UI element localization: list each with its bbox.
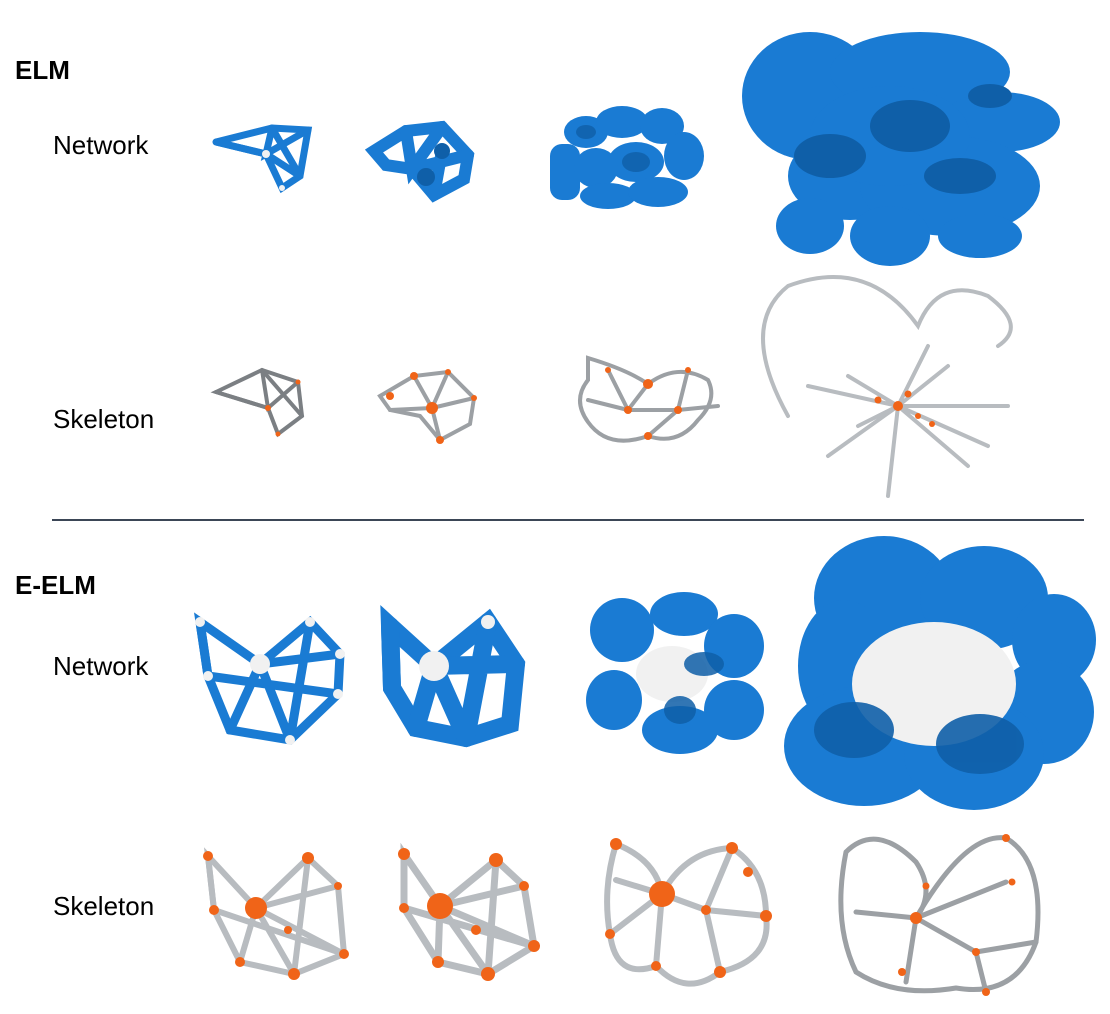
e-elm-skeleton-panel-4 — [836, 822, 1050, 998]
section-title-elm: ELM — [15, 55, 70, 85]
e-elm-skeleton-render-3 — [604, 838, 772, 987]
e-elm-network-panel-1 — [190, 612, 350, 746]
e-elm-skeleton-panel-2 — [390, 842, 548, 981]
e-elm-skeleton-render-4 — [838, 834, 1041, 996]
elm-network-render-1 — [212, 124, 313, 194]
e-elm-skeleton-render-2 — [398, 842, 540, 981]
row-label-e-elm-skeleton: Skeleton — [53, 891, 155, 921]
elm-network-render-3 — [550, 106, 704, 209]
e-elm-network-render-1 — [194, 612, 345, 745]
elm-network-panel-2 — [364, 117, 484, 203]
e-elm-network-panel-3 — [584, 590, 770, 758]
e-elm-skeleton-render-1 — [203, 847, 349, 980]
e-elm-network-panel-2 — [376, 605, 528, 748]
row-label-e-elm-network: Network — [53, 651, 149, 681]
section-divider — [52, 519, 1084, 521]
elm-network-panel-1 — [212, 118, 317, 194]
e-elm-network-render-3 — [586, 592, 764, 754]
elm-skeleton-panel-4 — [748, 266, 1040, 498]
elm-network-panel-3 — [546, 104, 706, 210]
elm-skeleton-render-1 — [210, 367, 305, 438]
section-title-e-elm: E-ELM — [15, 570, 96, 600]
row-label-elm-skeleton: Skeleton — [53, 404, 155, 434]
elm-skeleton-render-4 — [761, 275, 1013, 498]
elm-network-render-2 — [364, 120, 475, 203]
elm-skeleton-panel-1 — [210, 364, 307, 440]
elm-network-panel-4 — [740, 26, 1062, 270]
elm-network-render-4 — [742, 32, 1060, 266]
e-elm-network-render-4 — [784, 536, 1096, 810]
e-elm-skeleton-panel-1 — [196, 846, 352, 980]
row-label-elm-network: Network — [53, 130, 149, 160]
elm-skeleton-render-3 — [578, 355, 720, 443]
elm-skeleton-panel-2 — [374, 364, 486, 446]
e-elm-network-panel-4 — [784, 534, 1096, 812]
e-elm-network-render-2 — [380, 605, 526, 748]
elm-skeleton-panel-3 — [568, 350, 728, 456]
elm-skeleton-render-2 — [377, 369, 477, 444]
e-elm-skeleton-panel-3 — [596, 830, 780, 998]
